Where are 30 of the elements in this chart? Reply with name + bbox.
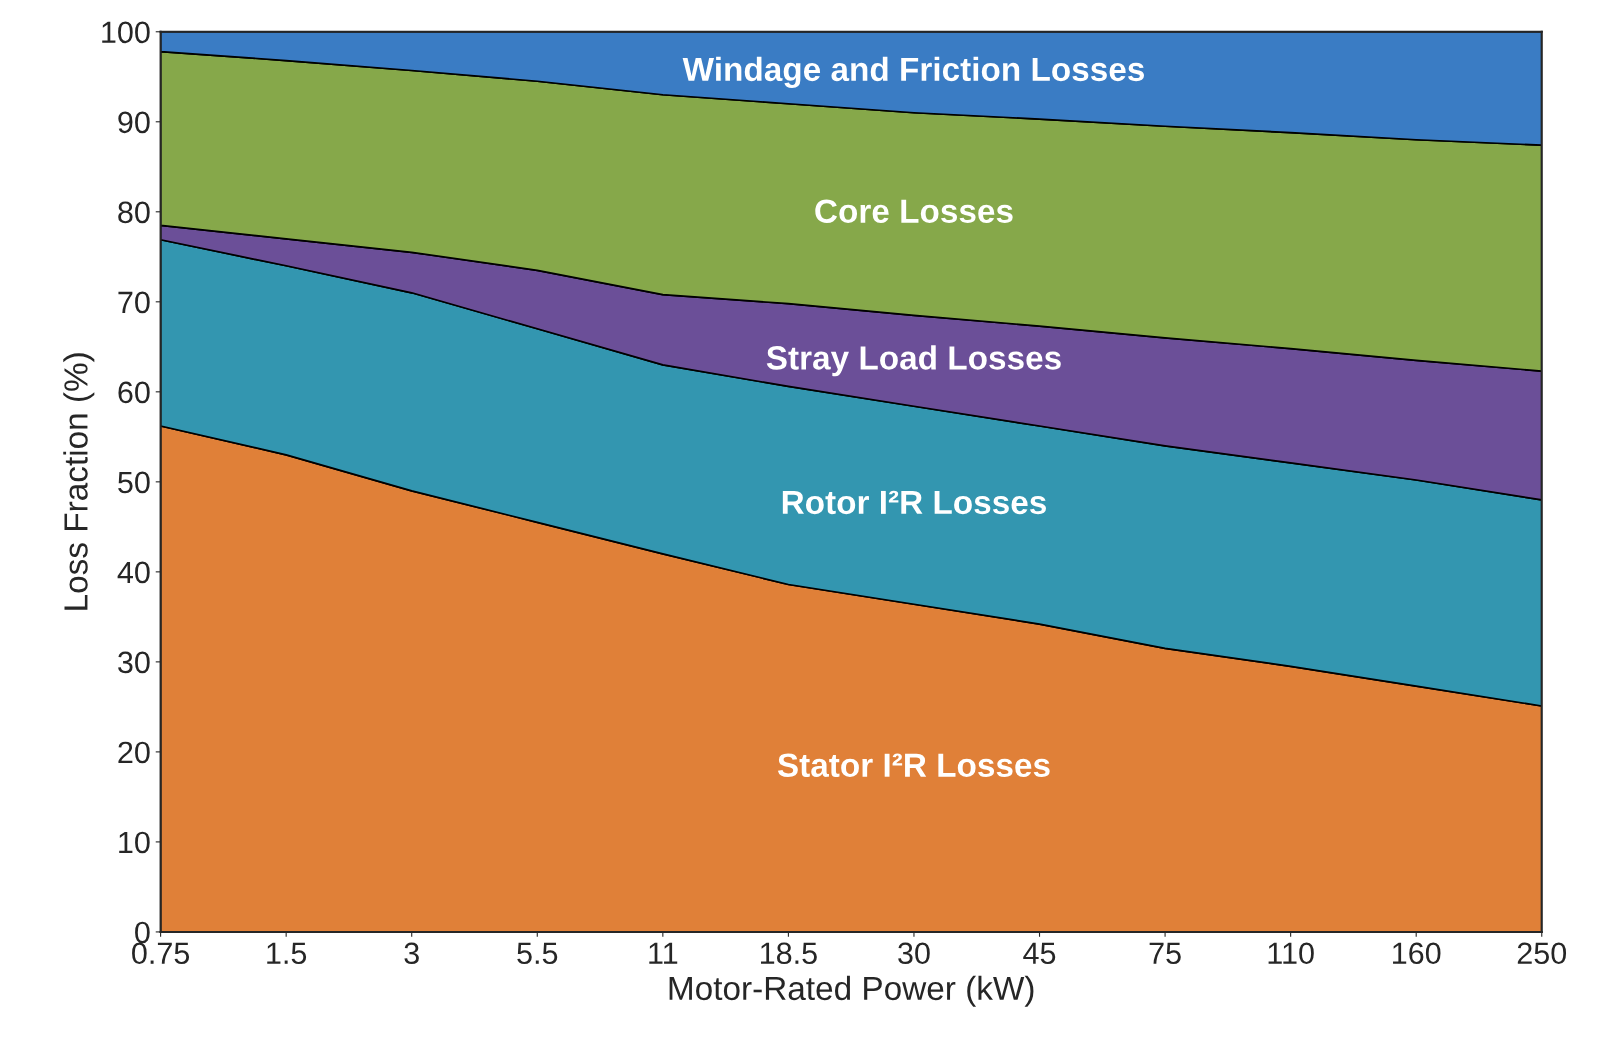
x-tick-label: 160 xyxy=(1393,942,1441,965)
y-tick-label: 50 xyxy=(118,471,150,494)
series-label: Stray Load Losses xyxy=(766,345,1061,377)
y-tick-label: 60 xyxy=(118,381,150,404)
x-tick-label: 250 xyxy=(1517,942,1567,965)
x-tick-label: 110 xyxy=(1268,942,1314,965)
y-tick-label: 80 xyxy=(118,201,150,224)
x-tick-label: 0.75 xyxy=(132,942,190,965)
series-label: Core Losses xyxy=(815,199,1013,223)
y-tick-label: 10 xyxy=(119,831,150,854)
x-tick-label: 18.5 xyxy=(761,942,817,965)
x-tick-label: 75 xyxy=(1149,942,1181,965)
x-tick-label: 45 xyxy=(1023,942,1056,965)
x-tick-label: 11 xyxy=(649,942,678,964)
x-tick-label: 30 xyxy=(898,942,930,965)
series-label: Rotor I²R Losses xyxy=(782,490,1046,515)
x-tick-label: 1.5 xyxy=(267,942,307,965)
y-tick-label: 70 xyxy=(118,291,150,314)
y-tick-label: 0 xyxy=(135,921,150,944)
y-tick-label: 90 xyxy=(118,111,150,134)
x-tick-label: 5.5 xyxy=(517,942,558,965)
series-label: Windage and Friction Losses xyxy=(682,56,1144,88)
y-axis-title: Loss Fraction (%) xyxy=(63,353,95,610)
y-tick-label: 100 xyxy=(102,21,150,44)
y-tick-label: 40 xyxy=(117,561,150,584)
series-label: Stator I²R Losses xyxy=(777,753,1050,778)
x-axis-title: Motor-Rated Power (kW) xyxy=(669,975,1034,1007)
y-tick-label: 30 xyxy=(118,651,150,674)
y-tick-label: 20 xyxy=(118,741,150,764)
x-tick-label: 3 xyxy=(404,942,419,965)
